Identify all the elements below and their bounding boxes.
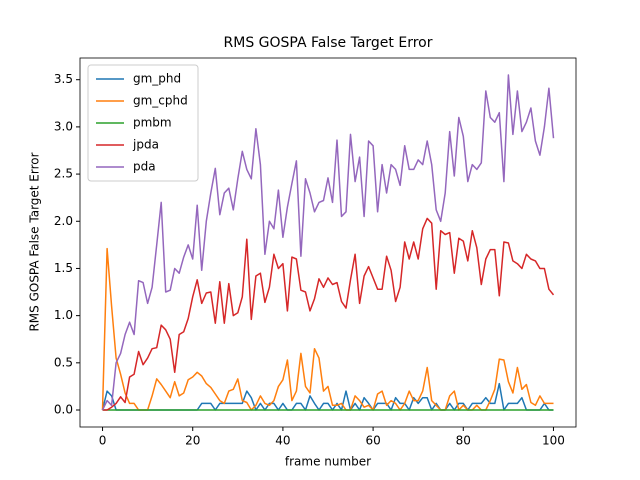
x-tick-label: 100 xyxy=(542,434,565,448)
x-tick-label: 20 xyxy=(185,434,200,448)
y-axis-label: RMS GOSPA False Target Error xyxy=(28,152,42,331)
y-tick-label: 1.0 xyxy=(54,308,73,322)
chart-title: RMS GOSPA False Target Error xyxy=(224,35,433,51)
x-axis-label: frame number xyxy=(285,455,371,469)
x-tick-label: 80 xyxy=(456,434,471,448)
y-tick-label: 2.5 xyxy=(54,167,73,181)
legend-label: gm_phd xyxy=(133,72,181,86)
legend-label: jpda xyxy=(132,138,159,152)
y-tick-label: 3.0 xyxy=(54,119,73,133)
legend-box xyxy=(87,64,199,182)
x-tick-label: 40 xyxy=(275,434,290,448)
y-tick-label: 1.5 xyxy=(54,261,73,275)
series-line xyxy=(102,217,555,411)
x-tick-label: 0 xyxy=(99,434,107,448)
y-tick-label: 2.0 xyxy=(54,214,73,228)
y-tick-label: 0.0 xyxy=(54,403,73,417)
legend-label: pda xyxy=(133,160,156,174)
x-tick-label: 60 xyxy=(365,434,380,448)
y-tick-label: 0.5 xyxy=(54,355,73,369)
legend-label: pmbm xyxy=(133,116,172,130)
series-line xyxy=(101,247,554,411)
legend-label: gm_cphd xyxy=(133,94,188,108)
y-tick-label: 3.5 xyxy=(54,72,73,86)
series-line xyxy=(101,74,555,411)
plot-frame xyxy=(79,57,577,428)
